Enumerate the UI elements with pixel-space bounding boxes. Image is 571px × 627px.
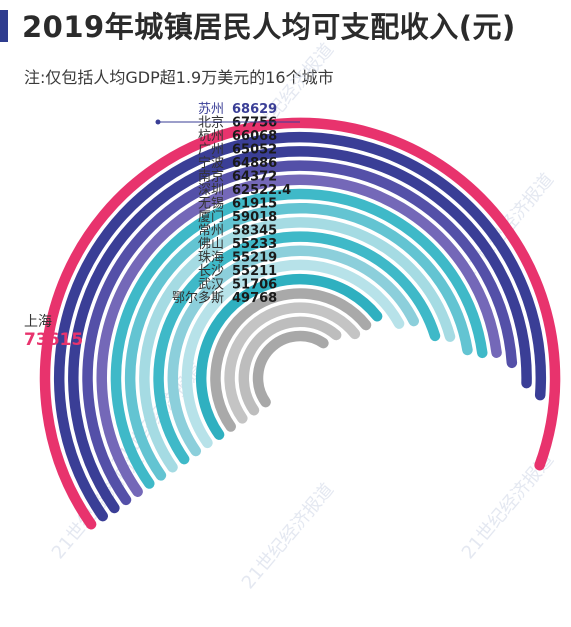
city-label: 深圳 [198,183,224,198]
value-label: 73615 [24,330,83,350]
ring-bar-9 [167,245,419,457]
value-label: 55233 [232,237,277,252]
ring-bar-10 [181,259,405,449]
chart-note: 注:仅包括人均GDP超1.9万美元的16个城市 [24,68,334,87]
ring-bar-12 [210,288,372,432]
watermark-text: 21世纪经济报道 [238,479,338,593]
ring-bar-7 [139,217,456,473]
city-label: 宁波 [198,155,224,171]
value-label: 64372 [232,170,277,185]
ring-bar-11 [195,273,383,440]
city-label: 佛山 [198,237,224,252]
page-title: 2019年城镇居民人均可支配收入(元) [22,10,516,44]
city-label: 常州 [198,224,224,239]
city-label: 厦门 [198,210,224,225]
value-label: 49768 [232,291,277,306]
value-label: 62522.4 [232,183,291,198]
ring-bar-1 [54,131,547,522]
city-label: 无锡 [198,197,224,212]
value-label: 55219 [232,251,277,266]
city-label: 苏州 [198,101,224,117]
value-label: 61915 [232,197,277,212]
ring-labels: 苏州 68629 北京 67756 杭州 66068 广州 65052 宁波 64886 南京 643… [24,101,291,350]
city-label: 上海 [24,314,52,330]
ring-bar-6 [124,202,473,481]
value-label: 68629 [232,102,277,117]
ring-bars [39,117,561,530]
value-label: 59018 [232,210,277,225]
ring-bar-13 [224,302,361,424]
ring-bar-3 [82,160,518,506]
city-label: 北京 [198,116,224,131]
city-label: 鄂尔多斯 [172,290,224,306]
city-label: 南京 [198,169,224,185]
city-label: 广州 [198,143,224,158]
ring-bar-5 [110,188,488,489]
value-label: 58345 [232,224,277,239]
ring-bar-15 [252,330,329,408]
ring-bar-14 [238,316,342,416]
ring-bar-4 [96,174,502,497]
city-label: 杭州 [198,129,224,144]
value-label: 65052 [232,143,277,158]
ring-bar-0 [39,117,561,530]
pointer-line [155,119,300,125]
city-label: 长沙 [198,264,224,279]
city-label: 武汉 [198,278,224,293]
value-label: 67756 [232,116,277,131]
title-accent-bar [0,10,8,42]
city-label: 珠海 [198,251,224,266]
value-label: 51706 [232,278,277,293]
value-label: 66068 [232,129,277,144]
ring-bar-2 [68,146,532,514]
ring-bar-8 [153,231,441,465]
pointer-dot [155,119,161,125]
value-label: 64886 [232,156,277,171]
value-label: 55211 [232,264,277,279]
